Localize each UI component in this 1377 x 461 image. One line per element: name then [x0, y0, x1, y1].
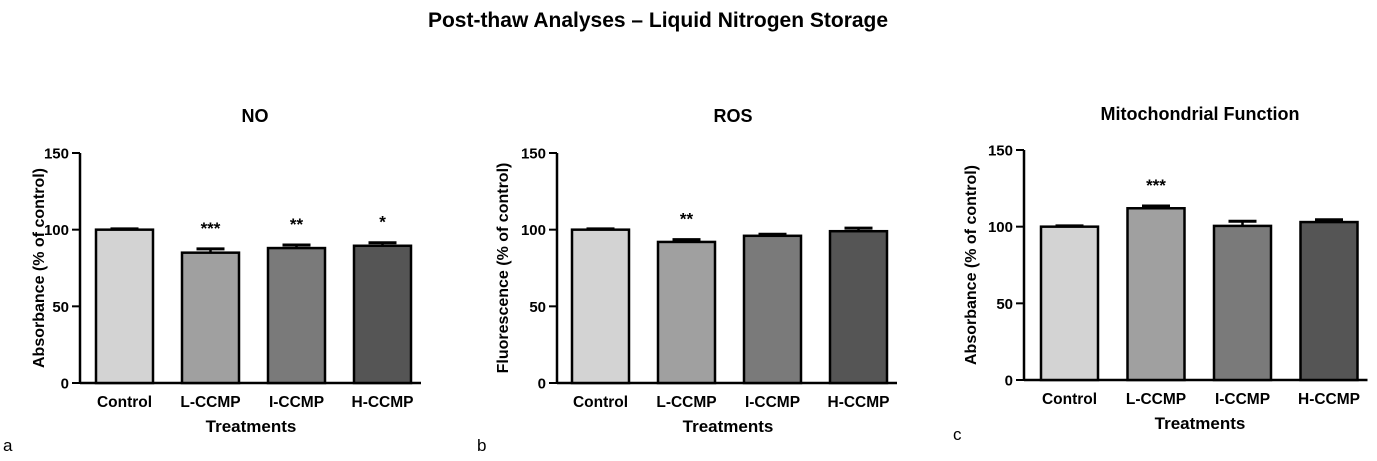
y-tick-label: 50 [52, 299, 69, 316]
y-tick-label: 150 [521, 146, 546, 163]
x-axis-label: Treatments [206, 417, 297, 436]
x-tick-label: I-CCMP [745, 394, 800, 411]
y-tick-label: 0 [538, 376, 546, 393]
significance-marker: * [379, 213, 386, 232]
y-tick-label: 0 [1005, 373, 1013, 390]
y-tick-label: 50 [996, 296, 1013, 313]
y-axis-label: Absorbance (% of control) [963, 165, 980, 365]
significance-marker: ** [290, 215, 304, 234]
x-tick-label: H-CCMP [828, 394, 890, 411]
y-tick-label: 100 [521, 222, 546, 239]
bar-i-ccmp [742, 234, 803, 385]
bar-control [570, 228, 631, 385]
x-tick-label: L-CCMP [1126, 391, 1186, 408]
x-tick-label: H-CCMP [1298, 391, 1360, 408]
x-tick-label: Control [1042, 391, 1097, 408]
y-axis-label: Absorbance (% of control) [31, 168, 48, 368]
chart-panel-a: NO 0 50 100 150 Absorbance (% of control) Cont… [3, 106, 421, 455]
y-tick-label: 50 [529, 299, 546, 316]
bar-control [94, 228, 155, 385]
bar-i-ccmp [266, 246, 327, 385]
x-axis-label: Treatments [683, 417, 774, 436]
bar-l-ccmp [180, 251, 241, 385]
chart-panels: NO 0 50 100 150 Absorbance (% of control) Cont… [3, 104, 1368, 455]
y-tick-label: 100 [988, 219, 1013, 236]
panel-letter: b [477, 436, 486, 455]
x-tick-label: Control [573, 394, 628, 411]
panel-letter: a [3, 436, 13, 455]
x-tick-label: I-CCMP [269, 394, 324, 411]
y-tick-label: 150 [44, 146, 69, 163]
chart-title: NO [242, 106, 269, 126]
bar-i-ccmp [1212, 224, 1273, 382]
significance-marker: *** [1146, 176, 1166, 195]
bar-h-ccmp [1299, 220, 1359, 382]
x-axis-label: Treatments [1155, 414, 1246, 433]
significance-marker: ** [680, 210, 694, 229]
bar-l-ccmp [656, 240, 717, 385]
x-tick-label: L-CCMP [656, 394, 716, 411]
y-tick-label: 0 [61, 376, 69, 393]
figure-title: Post-thaw Analyses – Liquid Nitrogen Sto… [428, 9, 888, 32]
bar-control [1039, 225, 1100, 382]
chart-title: Mitochondrial Function [1101, 104, 1300, 124]
x-tick-label: H-CCMP [352, 394, 414, 411]
chart-panel-c: Mitochondrial Function 0 50 100 150 Absorbanc… [953, 104, 1368, 444]
x-tick-label: Control [97, 394, 152, 411]
x-tick-label: I-CCMP [1215, 391, 1270, 408]
y-tick-label: 100 [44, 222, 69, 239]
significance-marker: *** [201, 219, 221, 238]
y-tick-label: 150 [988, 143, 1013, 160]
chart-panel-b: ROS 0 50 100 150 Fluorescence (% of control) C… [477, 106, 897, 455]
x-tick-label: L-CCMP [180, 394, 240, 411]
y-axis-label: Fluorescence (% of control) [495, 163, 512, 374]
bar-l-ccmp [1126, 207, 1186, 382]
bar-h-ccmp [828, 229, 889, 385]
panel-letter: c [953, 425, 962, 444]
bar-h-ccmp [352, 244, 413, 385]
chart-title: ROS [713, 106, 752, 126]
